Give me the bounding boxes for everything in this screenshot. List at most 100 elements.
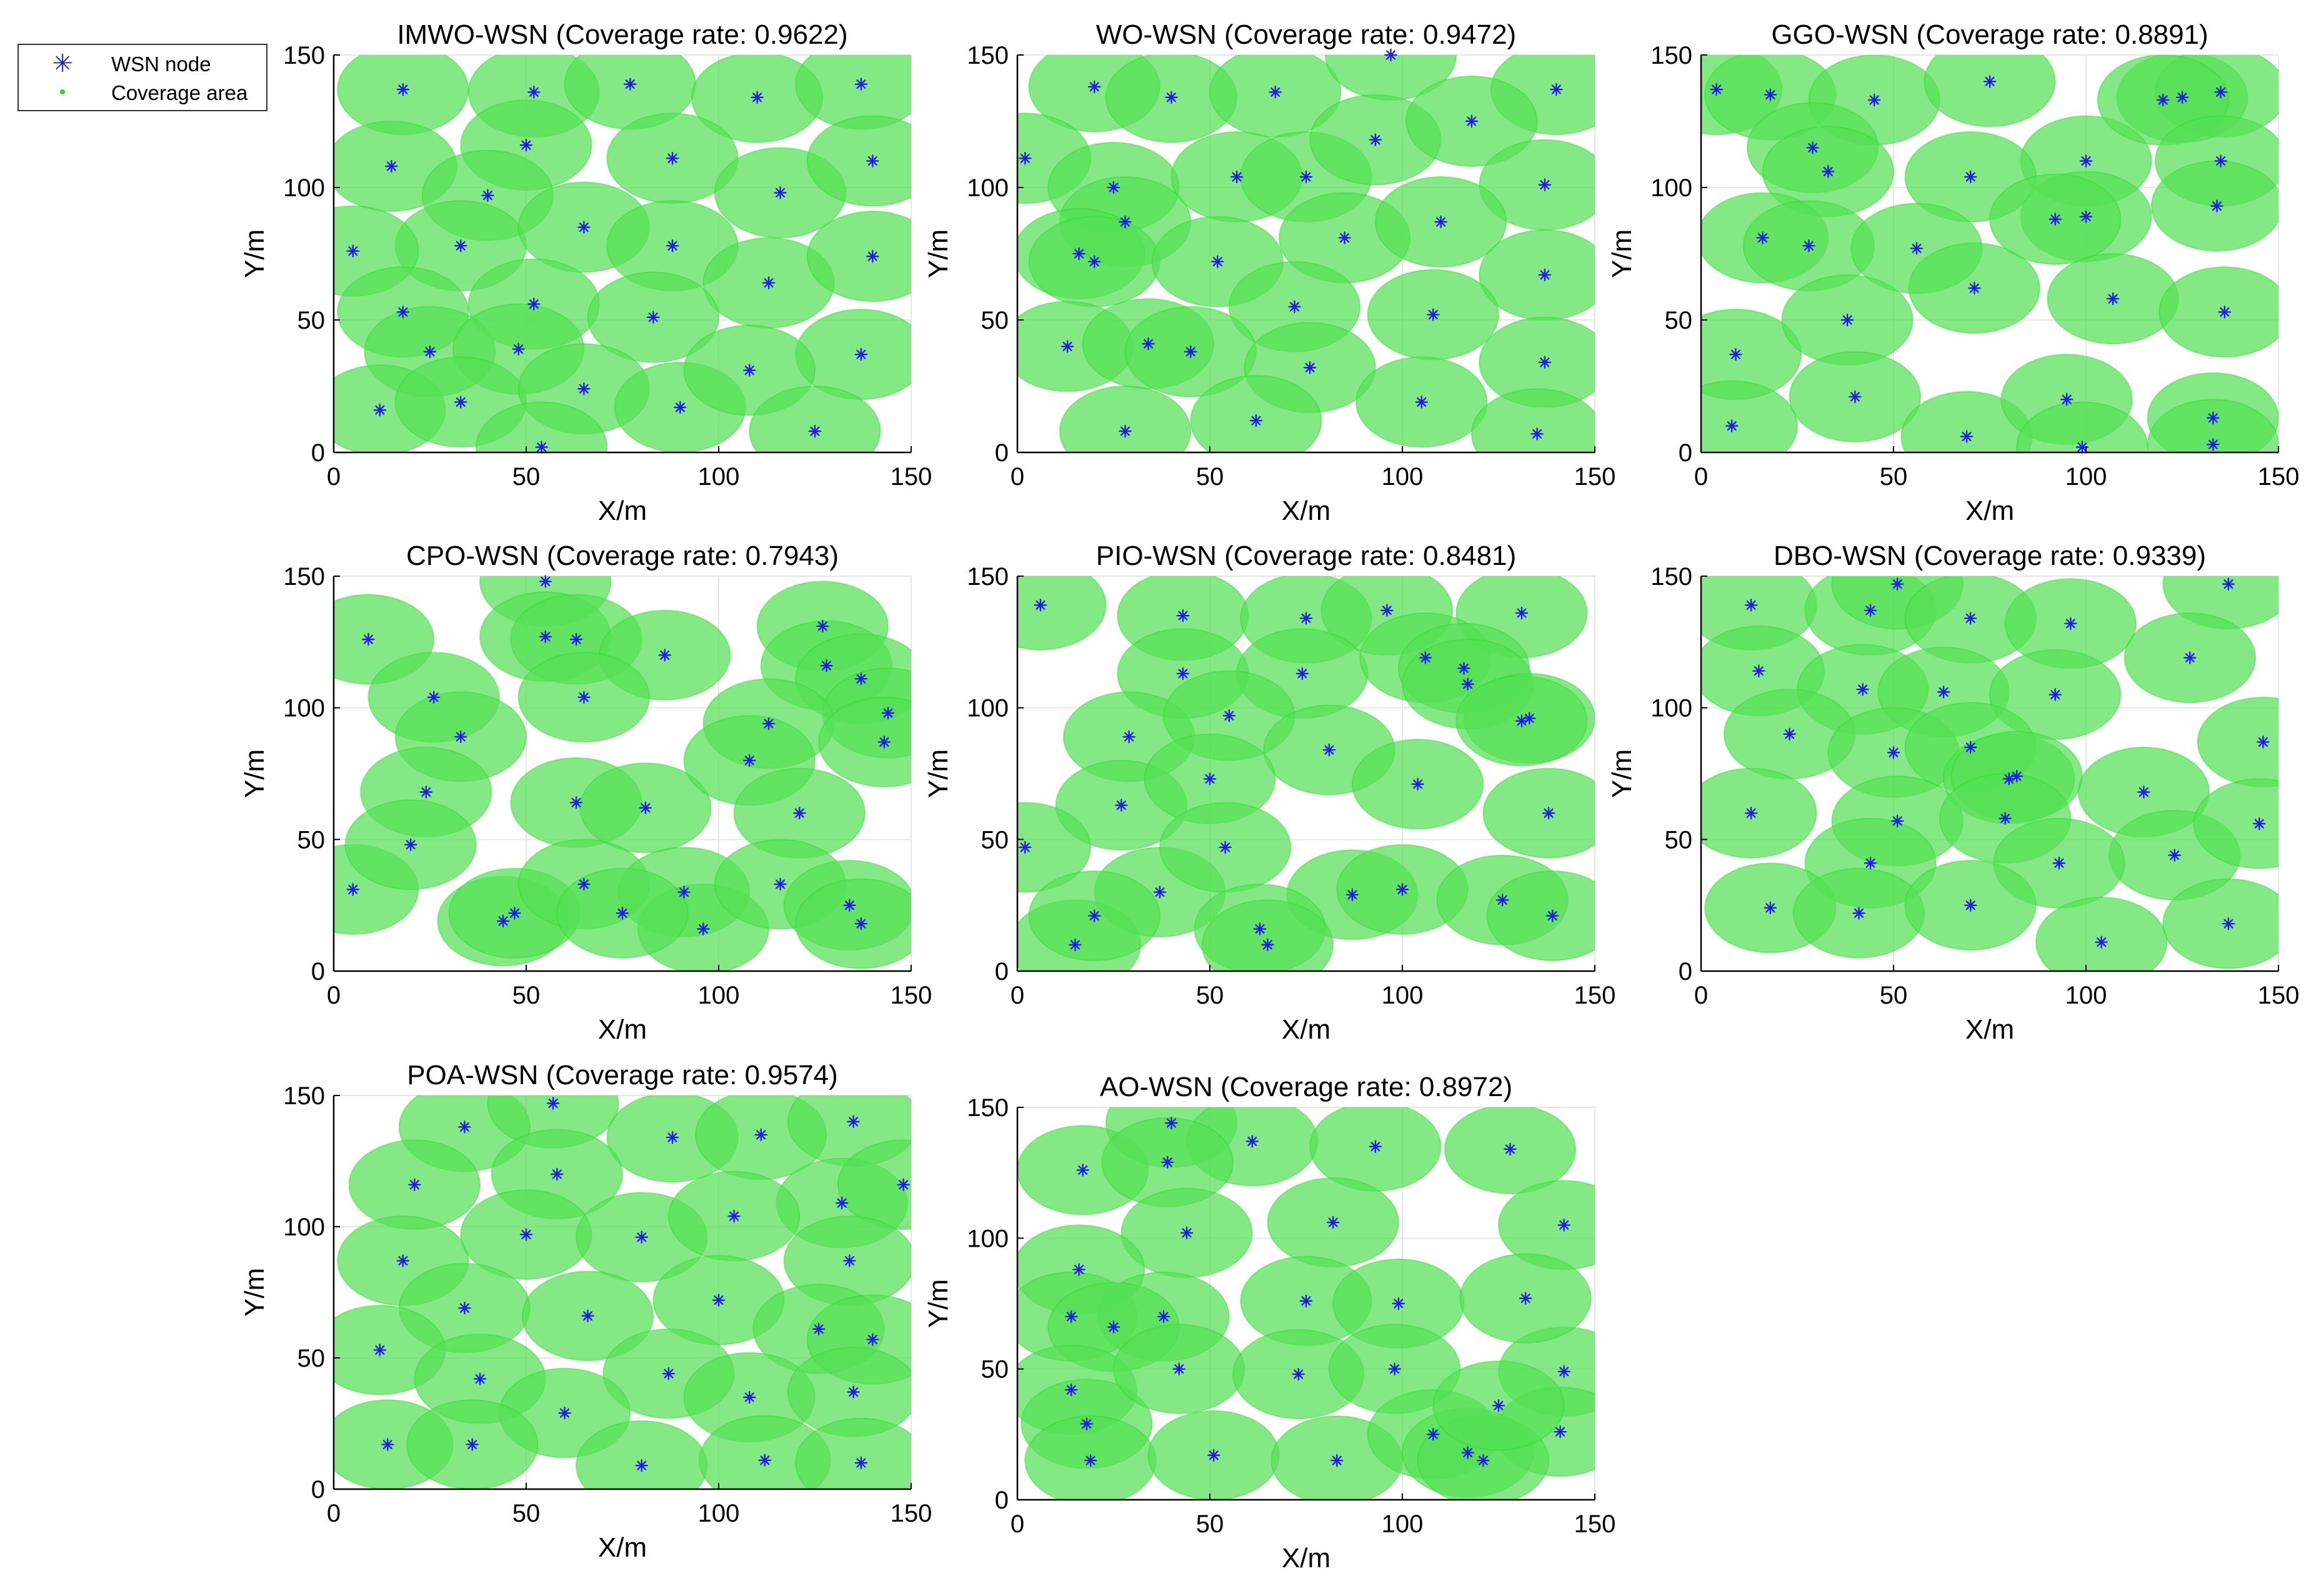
wsn-node (1245, 1135, 1259, 1148)
wsn-node (1119, 424, 1132, 438)
wsn-node (1504, 1142, 1517, 1156)
wsn-node (362, 632, 375, 646)
wsn-node (727, 1209, 741, 1223)
wsn-node (1964, 741, 1977, 754)
wsn-node (1999, 812, 2012, 825)
wsn-node (2207, 411, 2220, 425)
wsn-node (1852, 907, 1865, 920)
wsn-node (519, 138, 533, 152)
chart-title: DBO-WSN (Coverage rate: 0.9339) (1774, 541, 2206, 571)
wsn-node (1253, 922, 1267, 935)
wsn-node (454, 730, 467, 744)
wsn-node (1380, 604, 1394, 617)
wsn-node (1184, 345, 1197, 359)
wsn-node (1019, 840, 1032, 854)
wsn-node (1964, 170, 1977, 184)
wsn-node (1392, 1297, 1405, 1310)
y-axis-label: Y/m (923, 1279, 954, 1328)
x-tick-label: 0 (1694, 463, 1708, 491)
wsn-node (1330, 1454, 1344, 1467)
wsn-node (1822, 165, 1835, 178)
coverage-area (2193, 778, 2279, 869)
wsn-node (577, 691, 591, 704)
wsn-node (674, 401, 687, 414)
x-axis-label: X/m (598, 496, 647, 526)
wsn-node (396, 1254, 410, 1267)
wsn-node (2106, 292, 2120, 306)
chart-panel: 0 50 100 150 0 50 100 150 WO-WSN (Coverage rate:… (923, 19, 1615, 526)
coverage-area (1924, 55, 2056, 127)
wsn-node (527, 297, 541, 311)
wsn-node (743, 1390, 756, 1404)
wsn-node (1176, 609, 1190, 622)
y-axis-label: Y/m (923, 229, 954, 278)
wsn-node (577, 221, 591, 234)
wsn-node (546, 1097, 560, 1110)
wsn-node (373, 403, 387, 417)
wsn-node (1172, 1362, 1185, 1375)
wsn-node (881, 706, 895, 720)
y-axis-label: Y/m (1607, 749, 1637, 798)
wsn-node (2156, 93, 2170, 107)
coverage-area (749, 386, 881, 452)
legend-label-node: WSN node (111, 52, 211, 76)
wsn-node (758, 1454, 772, 1467)
wsn-node (2137, 786, 2150, 799)
y-tick-label: 100 (1650, 695, 1692, 722)
wsn-node (496, 914, 510, 928)
wsn-node (1849, 390, 1862, 404)
wsn-node (519, 1228, 533, 1241)
wsn-node (1153, 885, 1167, 899)
chart-title: PIO-WSN (Coverage rate: 0.8481) (1096, 541, 1516, 571)
wsn-node (458, 1301, 471, 1315)
coverage-area (2147, 399, 2279, 452)
x-axis-label: X/m (1282, 496, 1330, 526)
coverage-area (806, 211, 911, 302)
chart-title: GGO-WSN (Coverage rate: 0.8891) (1771, 19, 2208, 50)
wsn-node (754, 1128, 767, 1142)
wsn-node (2049, 212, 2062, 226)
x-tick-label: 100 (1382, 463, 1424, 491)
wsn-node (1530, 427, 1544, 441)
wsn-node (466, 1438, 479, 1451)
wsn-node (854, 672, 868, 686)
wsn-node (1303, 361, 1317, 374)
wsn-node (2222, 917, 2235, 930)
wsn-node (1427, 1428, 1440, 1441)
wsn-node (854, 347, 868, 361)
wsn-node (454, 396, 467, 409)
wsn-node (404, 838, 417, 851)
wsn-node (808, 424, 822, 438)
wsn-node (751, 91, 764, 104)
y-tick-label: 150 (967, 563, 1009, 591)
wsn-node (1115, 799, 1128, 812)
x-tick-label: 50 (512, 1500, 541, 1527)
wsn-node (774, 186, 787, 199)
wsn-node (1034, 599, 1047, 612)
wsn-node (1087, 909, 1101, 922)
wsn-node (1061, 340, 1074, 353)
wsn-node (1203, 772, 1217, 786)
wsn-node (666, 152, 679, 165)
wsn-node (677, 885, 691, 899)
x-tick-label: 0 (1011, 982, 1024, 1009)
wsn-node (854, 917, 868, 930)
wsn-node (1119, 215, 1132, 229)
wsn-node (1299, 1294, 1313, 1308)
wsn-node (2207, 438, 2220, 451)
coverage-area (1486, 870, 1595, 962)
y-tick-label: 50 (981, 1356, 1009, 1384)
y-tick-label: 150 (967, 42, 1009, 69)
wsn-node (527, 86, 541, 99)
wsn-node (1395, 883, 1409, 896)
wsn-node (1084, 1454, 1097, 1467)
x-tick-label: 150 (1574, 982, 1616, 1009)
x-tick-label: 150 (891, 463, 932, 491)
wsn-node (2079, 210, 2093, 223)
wsn-node (1457, 662, 1470, 675)
y-tick-label: 150 (1650, 563, 1692, 591)
x-tick-label: 100 (1382, 1510, 1424, 1538)
wsn-node (1964, 899, 1977, 912)
wsn-node (1515, 606, 1529, 620)
